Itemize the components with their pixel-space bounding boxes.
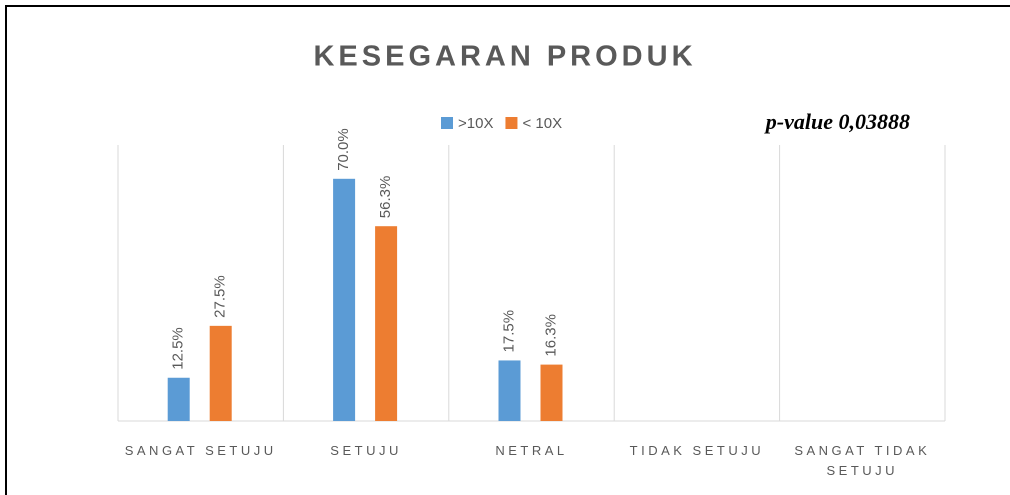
legend-swatch <box>505 117 518 129</box>
legend-label: < 10X <box>522 115 562 132</box>
x-tick-label: SANGAT TIDAK SETUJU <box>794 443 931 478</box>
bar <box>333 178 356 421</box>
x-tick-label: SANGAT SETUJU <box>124 443 277 458</box>
data-label: 70.0% <box>335 128 352 171</box>
x-tick-label: TIDAK SETUJU <box>629 443 765 458</box>
bar <box>498 360 521 421</box>
bar <box>209 325 232 421</box>
bar <box>540 364 563 421</box>
legend-swatch <box>441 117 453 129</box>
x-tick-label: SETUJU <box>330 443 402 458</box>
data-label: 16.3% <box>542 314 559 357</box>
annotation: p-value 0,03888 <box>764 109 910 134</box>
data-label: 12.5% <box>170 327 187 370</box>
chart-title: KESEGARAN PRODUK <box>313 41 696 73</box>
legend-label: >10X <box>458 115 493 132</box>
data-label: 56.3% <box>377 176 394 219</box>
bar <box>167 377 190 421</box>
frame <box>5 5 1010 495</box>
x-tick-label: NETRAL <box>495 443 568 458</box>
data-label: 17.5% <box>500 310 517 353</box>
bar <box>375 226 398 421</box>
data-label: 27.5% <box>212 275 229 318</box>
